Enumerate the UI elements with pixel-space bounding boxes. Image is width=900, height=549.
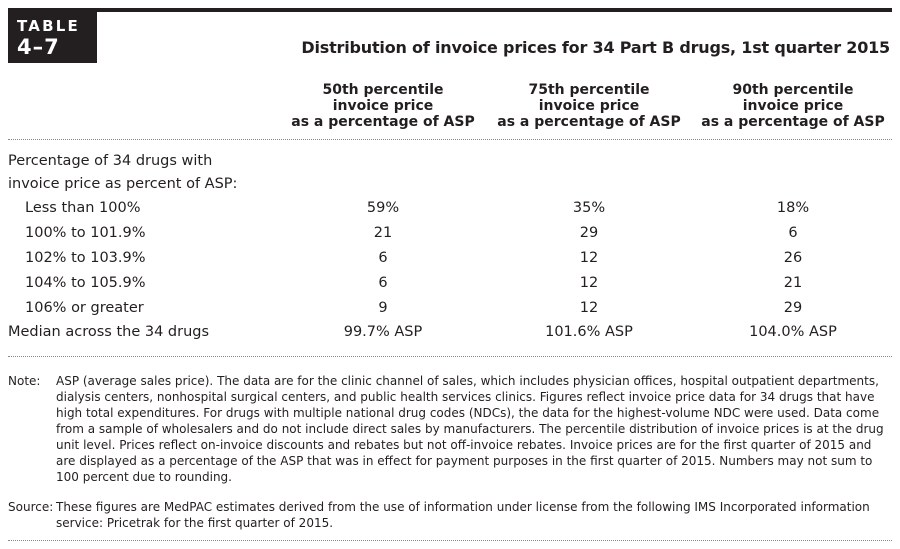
column-header-line: 90th percentile: [732, 82, 854, 98]
cell-50th: 21: [373, 225, 393, 241]
cell-75th: 101.6% ASP: [545, 324, 633, 340]
table-note: Note: ASP (average sales price). The dat…: [8, 373, 892, 485]
cell-50th: 59%: [366, 200, 400, 216]
top-rule: [8, 8, 892, 12]
column-header-line: as a percentage of ASP: [701, 114, 885, 130]
note-text: ASP (average sales price). The data are …: [56, 374, 884, 484]
median-row: Median across the 34 drugs 99.7% ASP 101…: [8, 320, 892, 345]
column-header-line: 50th percentile: [322, 82, 444, 98]
cell-50th: 99.7% ASP: [343, 324, 423, 340]
table-row: 102% to 103.9% 6 12 26: [8, 246, 892, 271]
column-header-line: 75th percentile: [528, 82, 650, 98]
cell-75th: 12: [579, 300, 599, 316]
note-key: Note:: [8, 374, 41, 388]
table-badge: TABLE 4–7: [8, 12, 97, 63]
source-key: Source:: [8, 500, 54, 514]
row-label: Median across the 34 drugs: [8, 324, 210, 340]
column-header-line: as a percentage of ASP: [497, 114, 681, 130]
row-label: Less than 100%: [25, 200, 141, 216]
row-label: 104% to 105.9%: [25, 275, 146, 291]
section-label-line: Percentage of 34 drugs with: [8, 153, 213, 169]
cell-50th: 6: [378, 275, 388, 291]
table-row: Less than 100% 59% 35% 18%: [8, 196, 892, 221]
table-source: Source: These figures are MedPAC estimat…: [8, 499, 892, 531]
badge-number: 4–7: [17, 35, 60, 59]
cell-75th: 12: [579, 275, 599, 291]
column-header-50th: 50th percentile invoice price as a perce…: [283, 82, 483, 130]
table-row: 104% to 105.9% 6 12 21: [8, 271, 892, 296]
cell-90th: 26: [783, 250, 803, 266]
footer-divider: [8, 540, 892, 541]
cell-90th: 29: [783, 300, 803, 316]
row-label: 100% to 101.9%: [25, 225, 146, 241]
column-header-line: invoice price: [538, 98, 640, 114]
column-header-90th: 90th percentile invoice price as a perce…: [693, 82, 893, 130]
cell-50th: 9: [378, 300, 388, 316]
cell-50th: 6: [378, 250, 388, 266]
table-row: 106% or greater 9 12 29: [8, 296, 892, 321]
header-divider: [8, 139, 892, 140]
cell-90th: 18%: [776, 200, 810, 216]
cell-90th: 104.0% ASP: [749, 324, 837, 340]
section-label-line: invoice price as percent of ASP:: [8, 176, 238, 192]
cell-75th: 12: [579, 250, 599, 266]
table-title: Distribution of invoice prices for 34 Pa…: [301, 38, 890, 57]
table-row: 100% to 101.9% 21 29 6: [8, 221, 892, 246]
table-bottom-divider: [8, 356, 892, 357]
source-text: These figures are MedPAC estimates deriv…: [56, 500, 870, 530]
cell-75th: 29: [579, 225, 599, 241]
column-header-line: as a percentage of ASP: [291, 114, 475, 130]
section-label: Percentage of 34 drugs with invoice pric…: [8, 150, 237, 196]
badge-label: TABLE: [17, 17, 80, 35]
column-header-line: invoice price: [332, 98, 434, 114]
row-label: 102% to 103.9%: [25, 250, 146, 266]
column-header-line: invoice price: [742, 98, 844, 114]
cell-90th: 6: [788, 225, 798, 241]
cell-90th: 21: [783, 275, 803, 291]
row-label: 106% or greater: [25, 300, 144, 316]
column-header-75th: 75th percentile invoice price as a perce…: [489, 82, 689, 130]
cell-75th: 35%: [572, 200, 606, 216]
